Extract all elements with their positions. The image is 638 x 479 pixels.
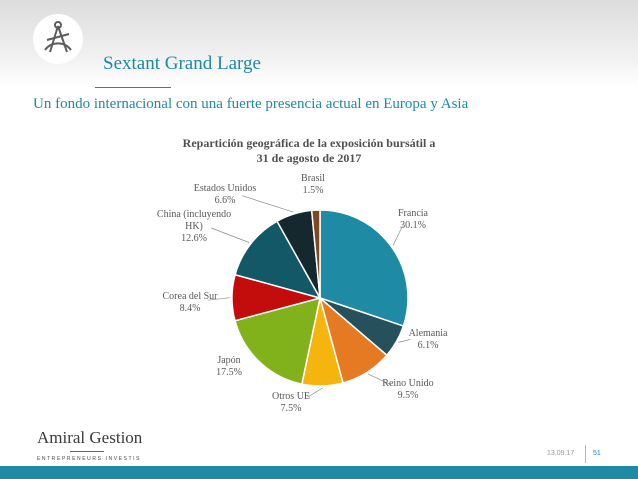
slice-value-0: 30.1% — [400, 220, 426, 231]
brand-name: Amiral Gestion — [37, 428, 143, 447]
chart-title-line-0: Repartición geográfica de la exposición … — [183, 136, 436, 150]
leader-line-2 — [367, 373, 392, 386]
pie-slice-6 — [234, 220, 322, 300]
chart-title-line-1: 31 de agosto de 2017 — [257, 151, 362, 165]
leader-lines — [207, 195, 411, 398]
slice-category-3: Otros UE — [272, 391, 310, 402]
slice-category-8: Brasil — [301, 173, 325, 184]
sextant-logo-icon — [33, 14, 83, 64]
slice-value-2: 9.5% — [398, 390, 419, 401]
pie-slices — [231, 209, 409, 387]
pie-slice-4 — [234, 296, 321, 385]
slice-category-6: China (incluyendo — [157, 209, 231, 220]
footer-date: 13.09.17 — [547, 450, 575, 457]
page-number: 51 — [593, 450, 601, 457]
slice-category-2: Reino Unido — [382, 378, 433, 389]
slice-value-8: 1.5% — [303, 185, 324, 196]
leader-line-3 — [307, 387, 323, 398]
leader-line-7 — [242, 195, 294, 213]
slice-value-4: 17.5% — [216, 367, 242, 378]
slice-category-1: Alemania — [409, 328, 448, 339]
leader-line-1 — [398, 339, 411, 343]
header-band — [0, 0, 638, 86]
slice-category-7: Estados Unidos — [194, 183, 257, 194]
footer-band — [0, 466, 638, 479]
footer-separator — [585, 445, 586, 463]
title-underline — [95, 87, 171, 88]
slice-value-3: 7.5% — [281, 403, 302, 414]
leader-line-5 — [207, 297, 231, 301]
pie-slice-8 — [310, 209, 321, 299]
chart-title: Repartición geográfica de la exposición … — [183, 136, 436, 165]
slice-label-3: Otros UE7.5% — [272, 391, 310, 414]
slice-category-4: Japón — [217, 355, 240, 366]
slide-subtitle: Un fondo internacional con una fuerte pr… — [33, 96, 469, 112]
slice-category-5: Corea del Sur — [163, 291, 219, 302]
slice-value-6: 12.6% — [181, 233, 207, 244]
leader-line-6 — [211, 227, 250, 243]
brand-tagline: ENTREPRENEURS INVESTIS — [37, 456, 142, 462]
slice-value-1: 6.1% — [418, 340, 439, 351]
slice-value-7: 6.6% — [215, 195, 236, 206]
slice-category-6: HK) — [185, 221, 203, 232]
pie-slice-0 — [319, 209, 409, 327]
leader-line-0 — [392, 225, 403, 246]
slide-title: Sextant Grand Large — [103, 53, 261, 74]
slice-value-5: 8.4% — [180, 303, 201, 314]
brand-divider — [70, 451, 104, 452]
slice-category-0: Francia — [398, 208, 429, 219]
